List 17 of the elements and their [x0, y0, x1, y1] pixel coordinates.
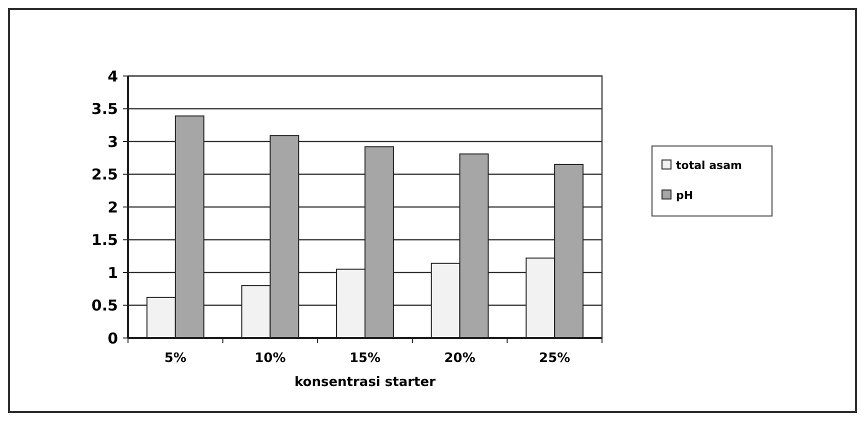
x-tick-label: 25%: [539, 351, 570, 366]
x-tick-label: 5%: [164, 351, 186, 366]
y-tick-label: 2.5: [91, 166, 118, 184]
x-axis-title: konsentrasi starter: [294, 375, 436, 390]
y-tick-label: 1.5: [91, 231, 118, 249]
y-tick-label: 3.5: [91, 100, 118, 118]
legend-label: pH: [676, 188, 694, 202]
y-tick-label: 2: [108, 198, 118, 216]
y-tick-label: 1: [108, 264, 118, 282]
y-tick-label: 0.5: [91, 296, 118, 314]
y-tick-label: 4: [108, 67, 118, 86]
legend-label: total asam: [676, 158, 742, 172]
x-tick-label: 15%: [349, 351, 381, 366]
y-tick-label: 0: [108, 329, 118, 348]
x-tick-label: 10%: [254, 351, 286, 366]
x-tick-label: 20%: [444, 351, 476, 366]
y-tick-label: 3: [108, 132, 118, 151]
